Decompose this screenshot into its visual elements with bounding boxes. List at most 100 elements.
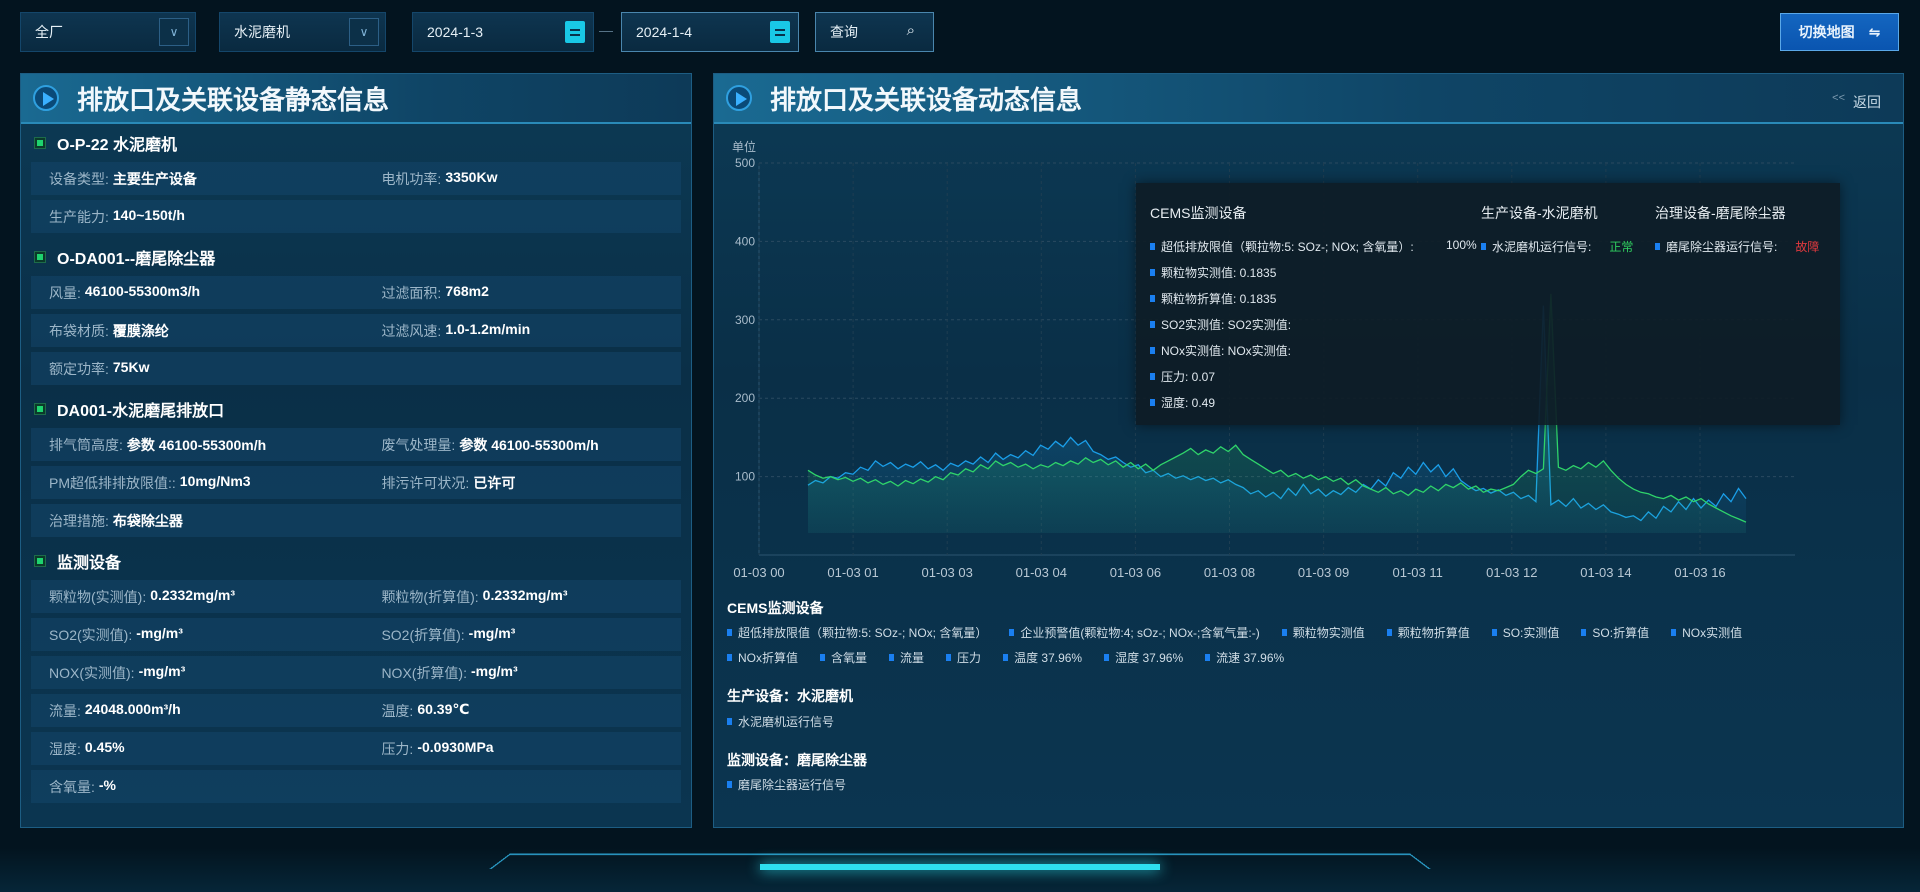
- y-tick-label: 300: [735, 313, 755, 327]
- equipment-select[interactable]: 水泥磨机 ∨: [219, 12, 386, 52]
- info-field: 过滤面积: 768m2: [363, 283, 681, 303]
- panel-header: 排放口及关联设备静态信息: [21, 74, 691, 124]
- legend-marker-icon: [1150, 269, 1155, 276]
- legend-item[interactable]: 颗粒物折算值: [1386, 624, 1470, 641]
- info-field: PM超低排排放限值:: 10mg/Nm3: [31, 473, 363, 493]
- legend-item[interactable]: 颗粒物实测值: [1281, 624, 1365, 641]
- legend-item[interactable]: 超低排放限值（颗拉物:5: SOz-; NOx; 含氧量）: [727, 624, 987, 641]
- swap-icon: ⇋: [1868, 23, 1881, 40]
- field-label: NOX(折算值):: [381, 664, 467, 681]
- field-value: 768m2: [445, 282, 489, 299]
- legend-marker-icon: [727, 781, 732, 788]
- info-field: 流量: 24048.000m³/h: [31, 701, 363, 721]
- field-value: 3350Kw: [445, 168, 498, 185]
- info-field: 温度: 60.39℃: [363, 701, 681, 721]
- play-icon: [726, 85, 752, 111]
- end-date-input[interactable]: 2024-1-4: [621, 12, 799, 52]
- legend-marker-icon: [1150, 243, 1155, 250]
- x-tick-label: 01-03 12: [1486, 565, 1537, 580]
- legend-item[interactable]: NOx折算值: [727, 649, 798, 666]
- info-field: 电机功率: 3350Kw: [363, 169, 681, 189]
- info-row: 治理措施: 布袋除尘器: [31, 504, 681, 537]
- x-tick-label: 01-03 08: [1204, 565, 1255, 580]
- legend-label: 磨尾除尘器运行信号: [738, 778, 847, 792]
- legend-item[interactable]: 水泥磨机运行信号: [727, 713, 834, 730]
- legend-item[interactable]: 磨尾除尘器运行信号: [727, 776, 846, 793]
- legend-marker-icon: [1671, 629, 1677, 636]
- info-row: 设备类型: 主要生产设备 电机功率: 3350Kw: [31, 162, 681, 195]
- field-label: 过滤面积:: [381, 284, 442, 301]
- info-field: NOX(实测值): -mg/m³: [31, 663, 363, 683]
- info-row: 额定功率: 75Kw: [31, 352, 681, 385]
- back-button[interactable]: << 返回: [1832, 92, 1881, 112]
- calendar-icon[interactable]: [565, 21, 585, 43]
- field-label: 温度:: [381, 702, 414, 719]
- legend-item[interactable]: 流速 37.96%: [1205, 649, 1284, 666]
- legend-monitor-title: 监测设备：磨尾除尘器: [727, 752, 867, 768]
- info-field: 布袋材质: 覆膜涤纶: [31, 321, 363, 341]
- end-date-value: 2024-1-4: [636, 24, 693, 40]
- section-marker-icon: [34, 251, 46, 263]
- legend-item[interactable]: 压力: [946, 649, 981, 666]
- legend-item[interactable]: 湿度 37.96%: [1104, 649, 1183, 666]
- legend-marker-icon: [1150, 321, 1155, 328]
- panel-header: 排放口及关联设备动态信息 << 返回: [714, 74, 1903, 124]
- legend-production-title: 生产设备：水泥磨机: [727, 688, 853, 704]
- info-row: SO2(实测值): -mg/m³ SO2(折算值): -mg/m³: [31, 618, 681, 651]
- info-row: 风量: 46100-55300m3/h 过滤面积: 768m2: [31, 276, 681, 309]
- production-status: 正常: [1609, 240, 1634, 254]
- field-label: 布袋材质:: [49, 322, 109, 339]
- play-icon: [33, 85, 59, 111]
- field-value: -mg/m³: [136, 624, 183, 641]
- field-value: -0.0930MPa: [417, 738, 494, 755]
- tooltip-item-text: 湿度: 0.49: [1161, 396, 1216, 410]
- production-signal-label: 水泥磨机运行信号:: [1492, 240, 1592, 254]
- legend-row: 超低排放限值（颗拉物:5: SOz-; NOx; 含氧量） 企业预警值(颗粒物:4…: [727, 624, 1742, 641]
- calendar-icon[interactable]: [770, 21, 790, 43]
- chart-tooltip: CEMS监测设备 生产设备-水泥磨机 治理设备-磨尾除尘器 超低排放限值（颗拉物…: [1136, 183, 1840, 425]
- field-value: 60.39℃: [417, 700, 470, 717]
- info-row: NOX(实测值): -mg/m³ NOX(折算值): -mg/m³: [31, 656, 681, 689]
- legend-item[interactable]: 含氧量: [820, 649, 867, 666]
- field-label: 颗粒物(实测值):: [49, 588, 147, 605]
- legend-item[interactable]: SO:折算值: [1581, 624, 1649, 641]
- tooltip-item-text: SO2实测值: SO2实测值:: [1161, 318, 1292, 332]
- info-field: 颗粒物(实测值): 0.2332mg/m³: [31, 587, 363, 607]
- switch-map-button[interactable]: 切换地图 ⇋: [1780, 13, 1899, 51]
- tooltip-item: 压力: 0.07: [1150, 368, 1215, 385]
- switch-map-label: 切换地图: [1798, 24, 1855, 40]
- field-label: SO2(折算值):: [381, 626, 465, 643]
- info-field: 治理措施: 布袋除尘器: [31, 511, 366, 531]
- chevron-down-icon[interactable]: ∨: [159, 18, 189, 46]
- info-field: 设备类型: 主要生产设备: [31, 169, 363, 189]
- start-date-input[interactable]: 2024-1-3: [412, 12, 594, 52]
- x-tick-label: 01-03 03: [922, 565, 973, 580]
- footer-decoration: [0, 848, 1920, 892]
- chevron-down-icon[interactable]: ∨: [349, 18, 379, 46]
- legend-item[interactable]: 温度 37.96%: [1003, 649, 1082, 666]
- info-field: 额定功率: 75Kw: [31, 359, 366, 379]
- date-separator: —: [599, 22, 613, 38]
- legend-item[interactable]: NOx实测值: [1671, 624, 1742, 641]
- info-field: SO2(实测值): -mg/m³: [31, 625, 363, 645]
- legend-label: 流速 37.96%: [1216, 651, 1285, 665]
- legend-item[interactable]: 流量: [889, 649, 924, 666]
- x-tick-label: 01-03 09: [1298, 565, 1349, 580]
- legend-item[interactable]: SO:实测值: [1491, 624, 1559, 641]
- query-button[interactable]: 查询 ⌕: [815, 12, 934, 52]
- info-row: 颗粒物(实测值): 0.2332mg/m³ 颗粒物(折算值): 0.2332mg/m³: [31, 580, 681, 613]
- legend-marker-icon: [1150, 347, 1155, 354]
- legend-item[interactable]: 企业预警值(颗粒物:4; sOz-; NOx-;含氧气量:-): [1009, 624, 1260, 641]
- legend-marker-icon: [1581, 629, 1587, 636]
- static-info-list: O-P-22 水泥磨机 设备类型: 主要生产设备 电机功率: 3350Kw 生产能力: 14…: [21, 124, 691, 803]
- y-tick-label: 200: [735, 391, 755, 405]
- legend-label: 温度 37.96%: [1014, 651, 1083, 665]
- legend-marker-icon: [946, 654, 952, 661]
- field-label: 风量:: [49, 284, 81, 301]
- legend-label: 湿度 37.96%: [1115, 651, 1184, 665]
- section-title: O-P-22 水泥磨机: [57, 137, 178, 154]
- legend-marker-icon: [1481, 243, 1486, 250]
- info-field: 含氧量: -%: [31, 777, 366, 797]
- legend-label: 水泥磨机运行信号: [738, 715, 835, 729]
- plant-select[interactable]: 全厂 ∨: [20, 12, 196, 52]
